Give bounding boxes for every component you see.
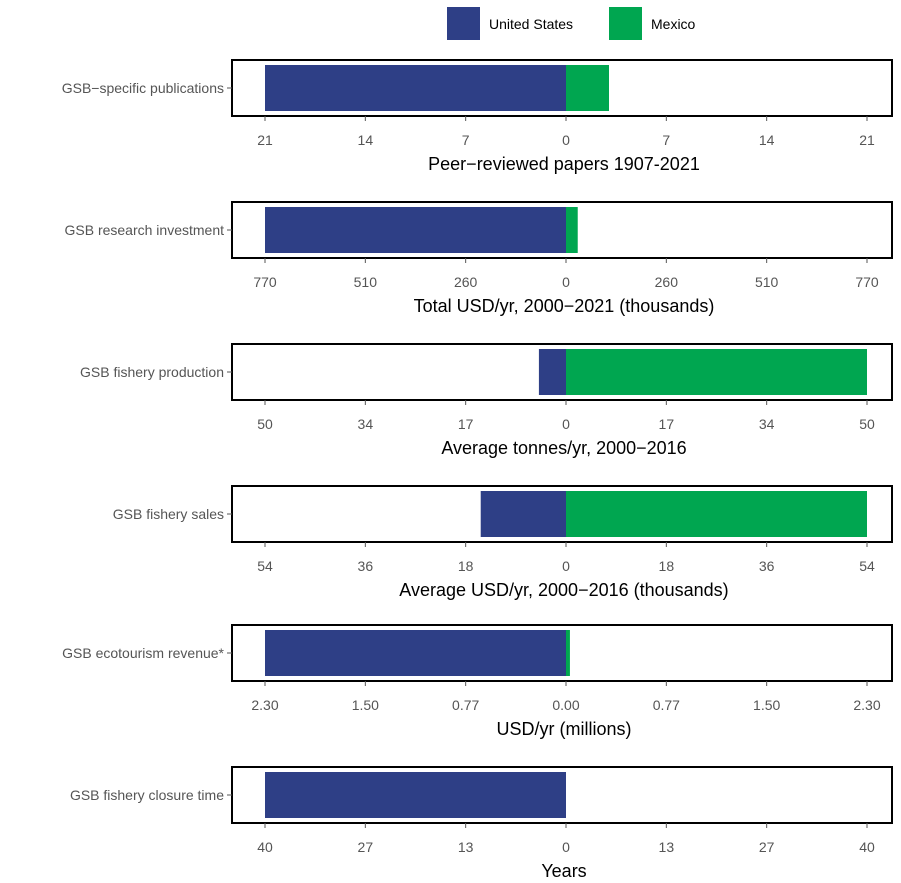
- x-tick-label: 36: [358, 558, 374, 574]
- x-tick-label: 34: [358, 416, 374, 432]
- x-tick-label: 36: [759, 558, 775, 574]
- panel: GSB ecotourism revenue* 2.30 1.50 0.77 0.00 0…: [62, 624, 893, 739]
- x-tick-label: 50: [257, 416, 273, 432]
- row-label: GSB ecotourism revenue*: [62, 645, 224, 661]
- legend-label-mexico: Mexico: [651, 16, 696, 32]
- x-tick-label: 0: [562, 132, 570, 148]
- legend: United States Mexico: [447, 7, 696, 40]
- bar-united-states: [265, 772, 566, 818]
- x-tick-label: 27: [358, 839, 374, 855]
- x-tick-label: 1.50: [352, 697, 379, 713]
- bar-united-states: [480, 491, 566, 537]
- legend-swatch-mexico: [609, 7, 642, 40]
- x-tick-label: 2.30: [853, 697, 880, 713]
- x-tick-label: 0: [562, 558, 570, 574]
- x-tick-label: 0.77: [452, 697, 479, 713]
- x-tick-label: 770: [855, 274, 879, 290]
- x-tick-label: 510: [354, 274, 378, 290]
- x-tick-label: 0.00: [552, 697, 579, 713]
- x-tick-label: 14: [358, 132, 374, 148]
- panel: GSB fishery sales 54 36 18 0 18 36 54 Average US…: [113, 485, 893, 600]
- row-label: GSB fishery closure time: [70, 787, 224, 803]
- x-tick-label: 13: [458, 839, 474, 855]
- panel: GSB fishery production 50 34 17 0 17 34 50 Avera…: [80, 343, 893, 458]
- x-tick-label: 40: [859, 839, 875, 855]
- x-tick-label: 260: [655, 274, 679, 290]
- x-tick-label: 510: [755, 274, 779, 290]
- x-tick-label: 770: [253, 274, 277, 290]
- x-tick-label: 7: [662, 132, 670, 148]
- x-tick-label: 54: [257, 558, 273, 574]
- bar-mexico: [566, 65, 609, 111]
- panel: GSB−specific publications 21 14 7 0 7 14 21 Peer…: [62, 59, 893, 174]
- x-tick-label: 0: [562, 839, 570, 855]
- x-tick-label: 34: [759, 416, 775, 432]
- x-tick-label: 260: [454, 274, 478, 290]
- x-tick-label: 13: [659, 839, 675, 855]
- row-label: GSB fishery production: [80, 364, 224, 380]
- x-tick-label: 1.50: [753, 697, 780, 713]
- x-tick-label: 0.77: [653, 697, 680, 713]
- row-label: GSB fishery sales: [113, 506, 224, 522]
- row-label: GSB research investment: [64, 222, 224, 238]
- x-axis-title: Average USD/yr, 2000−2016 (thousands): [399, 580, 728, 600]
- legend-swatch-united-states: [447, 7, 480, 40]
- x-tick-label: 0: [562, 416, 570, 432]
- x-axis-title: USD/yr (millions): [497, 719, 632, 739]
- x-tick-label: 21: [859, 132, 875, 148]
- bar-united-states: [538, 349, 566, 395]
- x-tick-label: 54: [859, 558, 875, 574]
- row-label: GSB−specific publications: [62, 80, 224, 96]
- bar-mexico: [566, 349, 867, 395]
- x-tick-label: 40: [257, 839, 273, 855]
- x-tick-label: 2.30: [251, 697, 278, 713]
- bar-mexico: [566, 491, 867, 537]
- panel: GSB fishery closure time 40 27 13 0 13 27 40 Yea…: [70, 766, 893, 881]
- x-tick-label: 50: [859, 416, 875, 432]
- x-tick-label: 17: [659, 416, 675, 432]
- bar-united-states: [265, 207, 566, 253]
- bar-united-states: [265, 630, 566, 676]
- x-tick-label: 14: [759, 132, 775, 148]
- x-axis-title: Total USD/yr, 2000−2021 (thousands): [414, 296, 715, 316]
- x-tick-label: 21: [257, 132, 273, 148]
- x-tick-label: 27: [759, 839, 775, 855]
- x-tick-label: 17: [458, 416, 474, 432]
- legend-label-united-states: United States: [489, 16, 573, 32]
- x-axis-title: Years: [541, 861, 586, 881]
- x-axis-title: Peer−reviewed papers 1907-2021: [428, 154, 700, 174]
- x-tick-label: 18: [458, 558, 474, 574]
- bar-mexico: [566, 207, 578, 253]
- x-tick-label: 7: [462, 132, 470, 148]
- bar-united-states: [265, 65, 566, 111]
- x-tick-label: 0: [562, 274, 570, 290]
- x-tick-label: 18: [659, 558, 675, 574]
- x-axis-title: Average tonnes/yr, 2000−2016: [441, 438, 686, 458]
- bar-mexico: [566, 630, 570, 676]
- panels: GSB−specific publications 21 14 7 0 7 14 21 Peer…: [62, 59, 893, 881]
- panel: GSB research investment 770 510 260 0 260 510 7…: [64, 201, 893, 316]
